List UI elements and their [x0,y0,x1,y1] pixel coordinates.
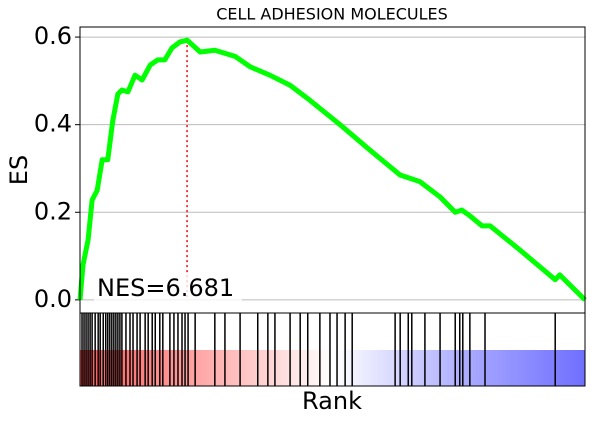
y-tick-label: 0.4 [34,110,72,138]
y-tick-label: 0.6 [34,22,72,50]
y-tick-label: 0.0 [34,285,72,313]
annotation-bg [94,274,242,302]
y-tick-label: 0.2 [34,197,72,225]
plot-frame [79,26,586,314]
chart-title: CELL ADHESION MOLECULES [216,5,448,24]
es-line [77,37,587,302]
hits-frame [79,312,586,387]
rank-gradient [80,350,585,386]
x-axis-label: Rank [302,387,362,415]
y-axis-label: ES [5,155,33,185]
annotation: NES=6.681 [97,274,234,302]
